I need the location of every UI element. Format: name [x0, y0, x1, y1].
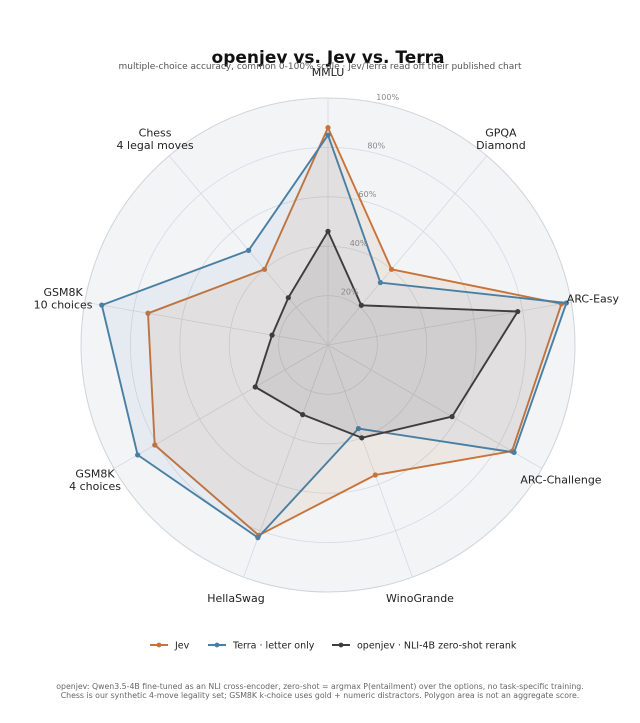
footnote-line-2: Chess is our synthetic 4-move legality s… [61, 691, 580, 700]
radial-tick-labels: 20% 40% 60% 80% 100% [341, 93, 400, 296]
series-1-point-5 [255, 535, 261, 541]
series-2-point-2 [515, 308, 521, 315]
series-1-point-3 [511, 449, 517, 456]
series-1 [99, 132, 569, 541]
footnote: openjev: Qwen3.5-4B fine-tuned as an NLI… [56, 682, 583, 700]
axis-label-4: WinoGrande [386, 592, 454, 605]
legend-marker-2 [338, 642, 344, 648]
axis-label-3: ARC-Challenge [520, 474, 601, 487]
series-2-area [255, 231, 518, 438]
tick-label-60: 60% [359, 190, 377, 199]
chart-subtitle: multiple-choice accuracy, common 0-100% … [119, 62, 522, 72]
series-1-point-8 [246, 247, 252, 253]
tick-label-40: 40% [350, 239, 368, 248]
legend-item-0: Jev [150, 641, 190, 652]
series-1-point-0 [325, 132, 331, 138]
series-1-line [100, 134, 568, 539]
axis-label-8: Chess 4 legal moves [117, 127, 194, 153]
series-1-point-2 [563, 300, 569, 306]
legend-label-2: openjev · NLI-4B zero-shot rerank [357, 641, 517, 652]
series-2-point-6 [252, 384, 258, 390]
series-0-area [148, 127, 562, 536]
series-2 [252, 228, 521, 441]
spoke-4 [327, 344, 413, 578]
series-1-point-7 [99, 302, 105, 308]
series-0-point-7 [145, 310, 151, 316]
footnote-line-1: openjev: Qwen3.5-4B fine-tuned as an NLI… [56, 682, 583, 691]
series-0-point-8 [261, 266, 268, 272]
axis-labels: MMLU GPQA Diamond ARC-Easy ARC-Challenge Wino… [34, 66, 620, 605]
tick-label-20: 20% [341, 287, 359, 296]
legend-item-2: openjev · NLI-4B zero-shot rerank [332, 641, 517, 652]
series-2-point-3 [449, 414, 455, 420]
series-0-point-0 [325, 125, 331, 131]
series-2-point-8 [285, 295, 291, 301]
axis-label-6: GSM8K 4 choices [69, 467, 121, 493]
series-1-area [101, 135, 567, 538]
series-0-line [147, 126, 563, 537]
series-1-point-6 [135, 452, 141, 458]
axis-label-1: GPQA Diamond [476, 127, 526, 153]
tick-label-100: 100% [376, 93, 399, 102]
series-2-point-4 [359, 435, 365, 441]
legend-marker-1 [214, 642, 220, 648]
axis-label-5: HellaSwag [207, 592, 265, 605]
series-0-point-6 [152, 442, 158, 448]
series-2-point-1 [358, 302, 364, 308]
series-2-point-5 [300, 412, 306, 418]
legend-label-1: Terra · letter only [232, 641, 315, 652]
tick-label-80: 80% [367, 142, 385, 151]
spoke-2 [327, 301, 572, 346]
spoke-7 [84, 301, 329, 346]
axis-label-2: ARC-Easy [567, 292, 620, 305]
spoke-6 [113, 344, 329, 469]
radar-grid [84, 98, 572, 578]
series-0-point-1 [388, 266, 395, 272]
axis-label-7: GSM8K 10 choices [34, 286, 93, 312]
series-2-point-7 [269, 332, 275, 338]
legend-marker-0 [156, 642, 162, 648]
series-2-line [254, 230, 519, 439]
radar-series [99, 125, 569, 541]
spoke-3 [327, 344, 543, 469]
chart-title: openjev vs. Jev vs. Terra [212, 48, 445, 68]
series-1-point-4 [355, 425, 362, 432]
legend-label-0: Jev [174, 641, 190, 652]
series-0-point-4 [372, 472, 378, 478]
spoke-1 [327, 155, 488, 346]
legend: Jev Terra · letter only openjev · NLI-4B z… [150, 641, 517, 652]
axis-label-0: MMLU [312, 66, 345, 79]
series-2-point-0 [325, 228, 331, 234]
series-1-point-1 [377, 279, 383, 286]
legend-item-1: Terra · letter only [208, 641, 315, 652]
